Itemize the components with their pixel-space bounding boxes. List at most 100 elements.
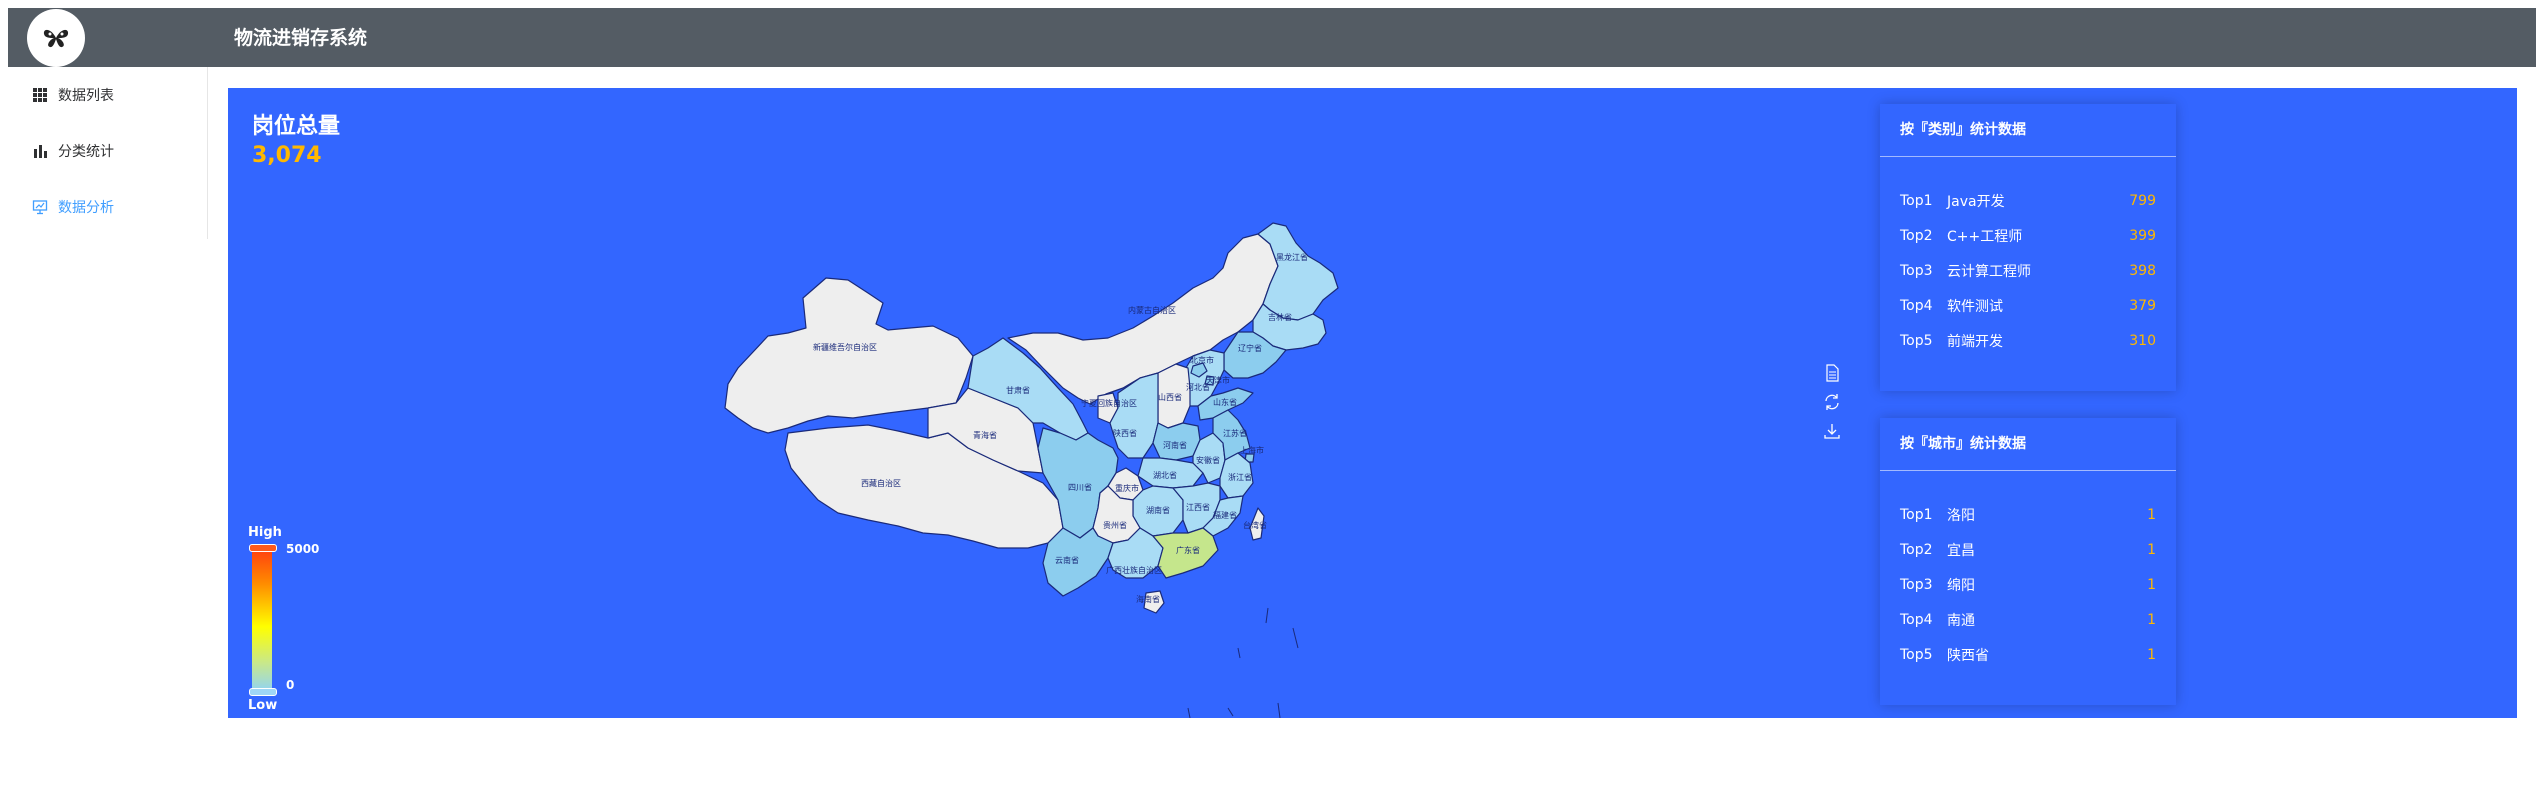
legend-max-handle[interactable] [249,544,277,552]
rank-index: Top1 [1900,506,1933,523]
province-xinjiang[interactable] [724,277,974,434]
south-sea-islands [1187,707,1191,718]
list-item: Top1 Java开发 799 [1880,183,2176,218]
map-label-hubei: 湖北省 [1153,470,1177,480]
map-label-shandong: 山东省 [1213,397,1237,407]
map-label-sichuan: 四川省 [1068,482,1092,492]
rank-value: 799 [2129,192,2156,209]
rank-index: Top3 [1900,576,1933,593]
province-hubei[interactable] [1137,457,1204,489]
rank-name: 软件测试 [1947,298,2003,315]
province-tianjin[interactable] [1204,375,1215,386]
rank-value: 1 [2147,576,2156,593]
butterfly-icon [43,29,69,48]
map-label-shanxi: 山西省 [1158,392,1182,402]
monitor-chart-icon [32,200,48,215]
province-shandong[interactable] [1197,387,1254,421]
map-label-beijing: 北京市 [1190,355,1214,365]
legend-gradient-bar[interactable] [252,547,272,692]
list-item: Top1 洛阳 1 [1880,497,2176,532]
legend-min-handle[interactable] [249,688,277,696]
sidebar-item-data-list[interactable]: 数据列表 [32,67,202,123]
map-label-taiwan: 台湾省 [1243,520,1267,530]
map-label-qinghai: 青海省 [973,430,997,440]
map-label-guangdong: 广东省 [1176,545,1200,555]
map-label-shanghai: 上海市 [1240,445,1264,455]
list-item: Top5 前端开发 310 [1880,323,2176,358]
province-fujian[interactable] [1202,495,1244,537]
rank-name: 云计算工程师 [1947,263,2031,280]
rank-index: Top5 [1900,646,1933,663]
rank-name: 前端开发 [1947,333,2003,350]
rank-value: 1 [2147,611,2156,628]
province-heilongjiang[interactable] [1257,222,1339,321]
map-label-heilongjiang: 黑龙江省 [1276,252,1308,262]
total-value: 3,074 [252,143,322,168]
map-label-tibet: 西藏自治区 [861,478,901,488]
save-image-icon[interactable] [1822,421,1842,441]
map-label-fujian: 福建省 [1213,510,1237,520]
province-jiangsu[interactable] [1212,409,1251,461]
category-stats-panel: 按『类别』统计数据 Top1 Java开发 799 Top2 C++工程师 39… [1880,104,2176,391]
map-label-hunan: 湖南省 [1146,505,1170,515]
rank-value: 1 [2147,541,2156,558]
app-logo[interactable] [27,9,85,67]
south-sea-islands [1237,647,1241,659]
sidebar-item-label: 分类统计 [58,144,114,160]
map-label-gansu: 甘肃省 [1006,385,1030,395]
map-label-anhui: 安徽省 [1196,455,1220,465]
rank-index: Top4 [1900,297,1933,314]
city-stats-panel: 按『城市』统计数据 Top1 洛阳 1 Top2 宜昌 1 Top3 绵阳 1 … [1880,418,2176,705]
map-label-yunnan: 云南省 [1055,555,1079,565]
app-title: 物流进销存系统 [234,27,368,49]
list-item: Top2 宜昌 1 [1880,532,2176,567]
data-view-icon[interactable] [1822,363,1842,383]
sidebar-item-label: 数据列表 [58,88,114,104]
sidebar-item-label: 数据分析 [58,200,114,216]
chart-toolbox [1822,363,1844,450]
sidebar-item-data-analysis[interactable]: 数据分析 [32,179,202,235]
rank-value: 1 [2147,646,2156,663]
map-label-henan: 河南省 [1163,440,1187,450]
rank-name: 南通 [1947,612,1975,629]
province-yunnan[interactable] [1042,527,1114,597]
map-label-jiangsu: 江苏省 [1223,428,1247,438]
south-sea-islands [1277,702,1281,718]
dashboard-panel: 岗位总量 3,074 [228,88,2517,718]
province-taiwan[interactable] [1249,507,1265,541]
list-item: Top2 C++工程师 399 [1880,218,2176,253]
map-label-zhejiang: 浙江省 [1228,472,1252,482]
map-label-xinjiang: 新疆维吾尔自治区 [813,342,877,352]
rank-index: Top1 [1900,192,1933,209]
city-rank-list: Top1 洛阳 1 Top2 宜昌 1 Top3 绵阳 1 Top4 南通 1 … [1880,471,2176,672]
sidebar-menu: 数据列表 分类统计 数据分析 [8,67,208,239]
rank-index: Top5 [1900,332,1933,349]
sidebar-item-category-stats[interactable]: 分类统计 [32,123,202,179]
south-sea-islands [1292,627,1299,649]
map-label-chongqing: 重庆市 [1115,483,1139,493]
legend-high-label: High [248,525,282,540]
map-label-hainan: 海南省 [1136,594,1160,604]
province-beijing[interactable] [1190,362,1208,378]
rank-name: C++工程师 [1947,228,2023,245]
map-label-shaanxi: 陕西省 [1113,428,1137,438]
legend-min-value: 0 [286,678,295,692]
list-item: Top4 软件测试 379 [1880,288,2176,323]
restore-icon[interactable] [1822,392,1842,412]
south-sea-islands [1227,707,1234,717]
map-label-hebei: 河北省 [1186,382,1210,392]
visual-map-legend[interactable]: High 5000 0 Low [246,525,346,715]
map-label-tianjin: 天津市 [1206,375,1230,385]
province-guangdong[interactable] [1152,527,1219,579]
rank-value: 398 [2129,262,2156,279]
rank-name: 绵阳 [1947,577,1975,594]
map-label-guangxi: 广西壮族自治区 [1106,565,1162,575]
rank-value: 1 [2147,506,2156,523]
bar-chart-icon [34,145,47,158]
china-map[interactable]: 黑龙江省 吉林省 辽宁省 内蒙古自治区 北京市 天津市 河北省 山西省 山东省 … [228,88,1428,718]
province-hainan[interactable] [1143,590,1165,614]
category-rank-list: Top1 Java开发 799 Top2 C++工程师 399 Top3 云计算… [1880,157,2176,358]
category-panel-title: 按『类别』统计数据 [1880,104,2176,157]
rank-name: 宜昌 [1947,542,1975,559]
list-item: Top3 绵阳 1 [1880,567,2176,602]
